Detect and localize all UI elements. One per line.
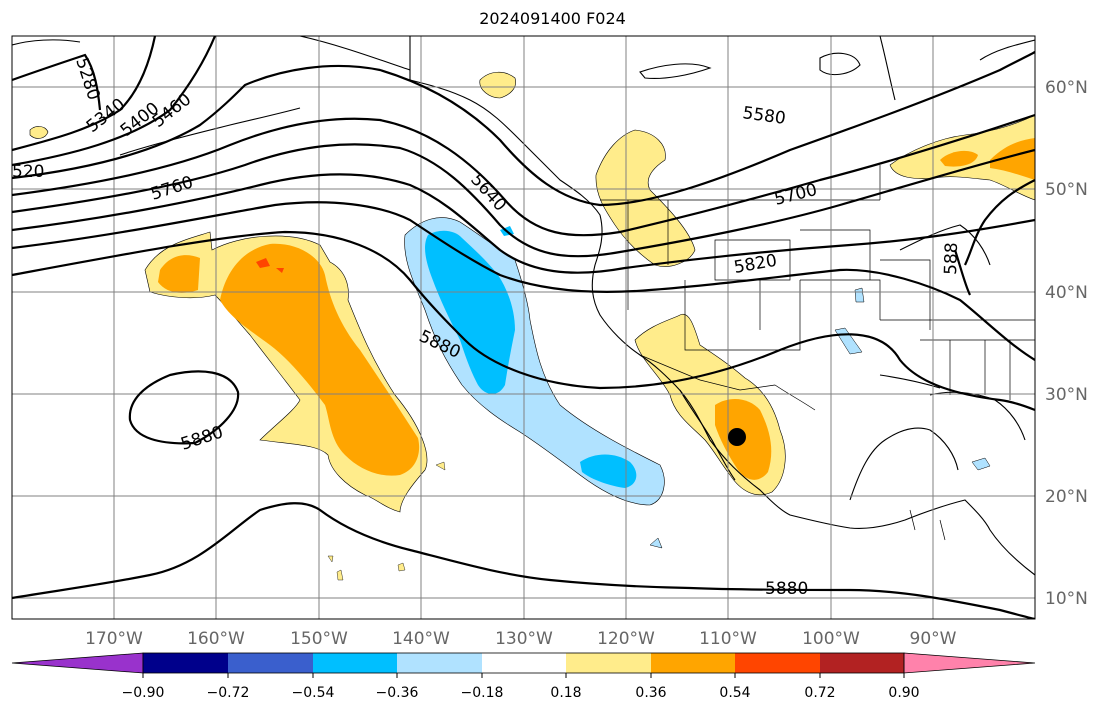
colorbar-segment xyxy=(566,653,651,673)
colorbar-segment xyxy=(651,653,735,673)
map-frame xyxy=(11,35,1036,620)
colorbar-tick-label: −0.36 xyxy=(376,685,419,701)
graticule xyxy=(12,36,1035,619)
lat-tick-labels: 10°N 20°N 30°N 40°N 50°N 60°N xyxy=(1045,78,1088,609)
lon-tick-label: 120°W xyxy=(597,629,655,649)
positive-anomaly-specks xyxy=(327,461,446,581)
lat-tick-label: 10°N xyxy=(1045,589,1088,609)
colorbar-segment xyxy=(735,653,820,673)
colorbar-frame xyxy=(142,652,905,674)
lat-tick-label: 20°N xyxy=(1045,487,1088,507)
colorbar-tick-label: 0.54 xyxy=(719,685,750,701)
lon-tick-label: 100°W xyxy=(802,629,860,649)
lon-tick-label: 150°W xyxy=(290,629,348,649)
colorbar-segment xyxy=(482,653,566,673)
colorbar-tick-label: −0.18 xyxy=(461,685,504,701)
colorbar-segment xyxy=(228,653,313,673)
colorbar-extend-min xyxy=(11,652,144,674)
lon-tick-label: 170°W xyxy=(85,629,143,649)
colorbar-segment xyxy=(397,653,482,673)
lon-tick-label: 130°W xyxy=(495,629,553,649)
colorbar-tick-label: −0.90 xyxy=(122,685,165,701)
colorbar-tick-label: 0.18 xyxy=(550,685,581,701)
height-contours xyxy=(12,36,1035,619)
colorbar-tick-label: 0.36 xyxy=(635,685,666,701)
storm-center-marker xyxy=(728,428,746,446)
colorbar-segment xyxy=(313,653,397,673)
contour-label: 5880 xyxy=(765,579,808,599)
lon-tick-labels: 170°W 160°W 150°W 140°W 130°W 120°W 110°… xyxy=(85,629,957,649)
map-panel: 5280 5340 5400 5460 520 5760 5640 5580 5… xyxy=(12,36,1035,619)
coastlines xyxy=(12,36,1035,576)
colorbar-extend-max xyxy=(903,652,1036,674)
contour-label: 520 xyxy=(12,162,44,182)
lon-tick-label: 160°W xyxy=(187,629,245,649)
lat-tick-label: 60°N xyxy=(1045,78,1088,98)
contour-label: 588 xyxy=(941,242,962,275)
lat-tick-label: 30°N xyxy=(1045,385,1088,405)
lon-tick-label: 110°W xyxy=(699,629,757,649)
colorbar-segment xyxy=(143,653,228,673)
colorbar-tick-label: 0.72 xyxy=(804,685,835,701)
colorbar-tick-label: 0.90 xyxy=(888,685,919,701)
lat-tick-label: 50°N xyxy=(1045,180,1088,200)
positive-anomaly-central-pacific xyxy=(144,231,428,513)
colorbar-tick-label: −0.54 xyxy=(292,685,335,701)
map-title: 2024091400 F024 xyxy=(479,9,626,28)
colorbar: −0.90 −0.72 −0.54 −0.36 −0.18 0.18 0.36 … xyxy=(11,652,1036,701)
colorbar-tick-label: −0.72 xyxy=(207,685,250,701)
lon-tick-label: 90°W xyxy=(910,629,957,649)
lat-tick-label: 40°N xyxy=(1045,283,1088,303)
colorbar-segment xyxy=(820,653,904,673)
lon-tick-label: 140°W xyxy=(392,629,450,649)
